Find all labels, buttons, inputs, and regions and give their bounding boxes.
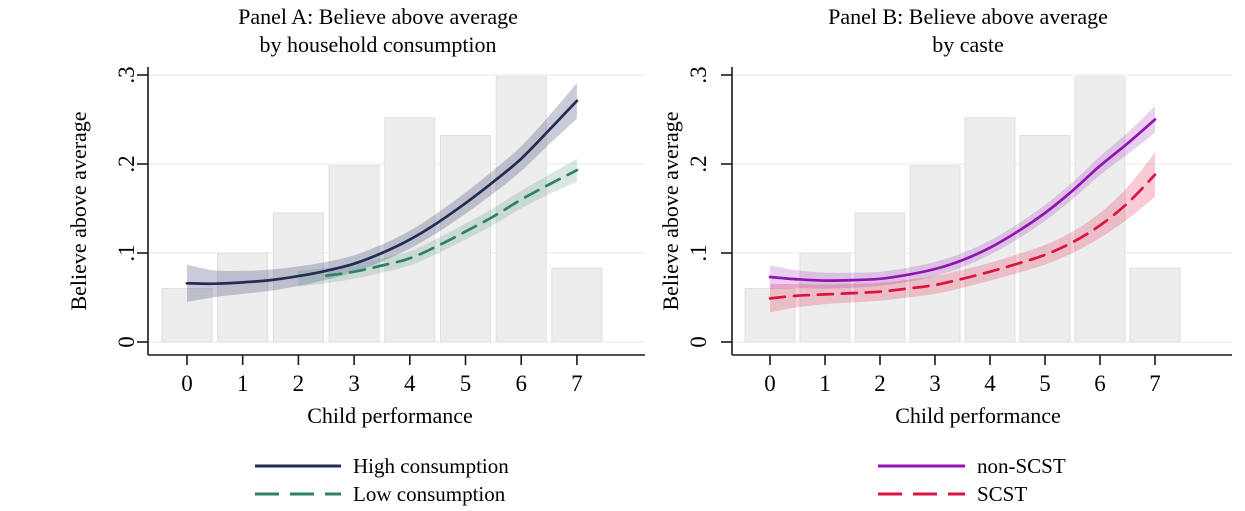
confidence-band (187, 83, 577, 302)
x-tick-label: 6 (1094, 371, 1106, 396)
panel-a-title-line2: by household consumption (259, 32, 496, 57)
confidence-band (770, 152, 1155, 313)
panel-a-plot-area: 0 .1 .2 .3 0 1 2 3 4 5 6 7 (114, 66, 645, 396)
x-tick-label: 0 (181, 371, 193, 396)
x-tick-label: 7 (1149, 371, 1161, 396)
panel-b-title-line1: Panel B: Believe above average (828, 4, 1108, 29)
histogram-bar (1019, 135, 1071, 343)
histogram-bar (964, 117, 1016, 343)
panel-b-plot-area: 0 .1 .2 .3 0 1 2 3 4 5 6 7 (686, 66, 1232, 396)
x-tick-label: 1 (819, 371, 831, 396)
histogram-bar (217, 252, 269, 343)
panel-a: 0 .1 .2 .3 0 1 2 3 4 5 6 7 Panel A: Believe above a… (66, 4, 645, 506)
x-tick-label: 5 (460, 371, 472, 396)
y-tick-label: .1 (114, 244, 139, 261)
histogram-bar (551, 267, 603, 343)
y-tick-label: .3 (114, 66, 139, 83)
histogram-bar (161, 288, 213, 343)
panel-b-title-line2: by caste (932, 32, 1003, 57)
legend-item-scst: SCST (878, 482, 1027, 506)
histogram-bar (328, 165, 380, 343)
trend-line (768, 118, 1157, 282)
x-tick-label: 7 (571, 371, 583, 396)
x-tick-label: 0 (764, 371, 776, 396)
panel-a-y-axis-title: Believe above average (66, 111, 91, 310)
panel-a-title-line1: Panel A: Believe above average (238, 4, 518, 29)
y-tick-label: 0 (686, 336, 711, 348)
x-tick-label: 5 (1039, 371, 1051, 396)
y-tick-label: .2 (686, 155, 711, 172)
histogram-bar (799, 252, 851, 343)
legend-item-non-scst: non-SCST (878, 454, 1066, 478)
panel-b: 0 .1 .2 .3 0 1 2 3 4 5 6 7 Panel B: Believe above a… (658, 4, 1232, 506)
trend-line (324, 168, 579, 278)
x-tick-label: 2 (874, 371, 886, 396)
panel-b-legend: non-SCST SCST (878, 454, 1066, 506)
x-tick-label: 3 (348, 371, 360, 396)
trend-line (768, 173, 1157, 300)
y-tick-label: .1 (686, 244, 711, 261)
panel-a-legend: High consumption Low consumption (255, 454, 509, 506)
y-tick-label: 0 (114, 336, 139, 348)
panel-b-x-axis-title: Child performance (895, 403, 1061, 428)
panel-b-y-axis-title: Believe above average (658, 111, 683, 310)
y-tick-label: .2 (114, 155, 139, 172)
legend-label: SCST (977, 482, 1027, 506)
trend-line (185, 99, 579, 286)
legend-label: Low consumption (353, 482, 506, 506)
histogram-bar (909, 165, 961, 343)
x-tick-label: 1 (237, 371, 249, 396)
panel-a-x-axis-title: Child performance (307, 403, 473, 428)
legend-item-high-consumption: High consumption (255, 454, 509, 478)
legend-label: High consumption (353, 454, 509, 478)
x-tick-label: 2 (293, 371, 305, 396)
confidence-band (298, 158, 577, 287)
histogram-bar (440, 135, 491, 343)
histogram-bar (1129, 267, 1181, 343)
histogram-bar (1074, 76, 1126, 343)
x-tick-label: 6 (515, 371, 527, 396)
legend-label: non-SCST (977, 454, 1066, 478)
x-tick-label: 4 (404, 371, 416, 396)
y-tick-label: .3 (686, 66, 711, 83)
x-tick-label: 3 (929, 371, 941, 396)
legend-item-low-consumption: Low consumption (255, 482, 506, 506)
x-tick-label: 4 (984, 371, 996, 396)
